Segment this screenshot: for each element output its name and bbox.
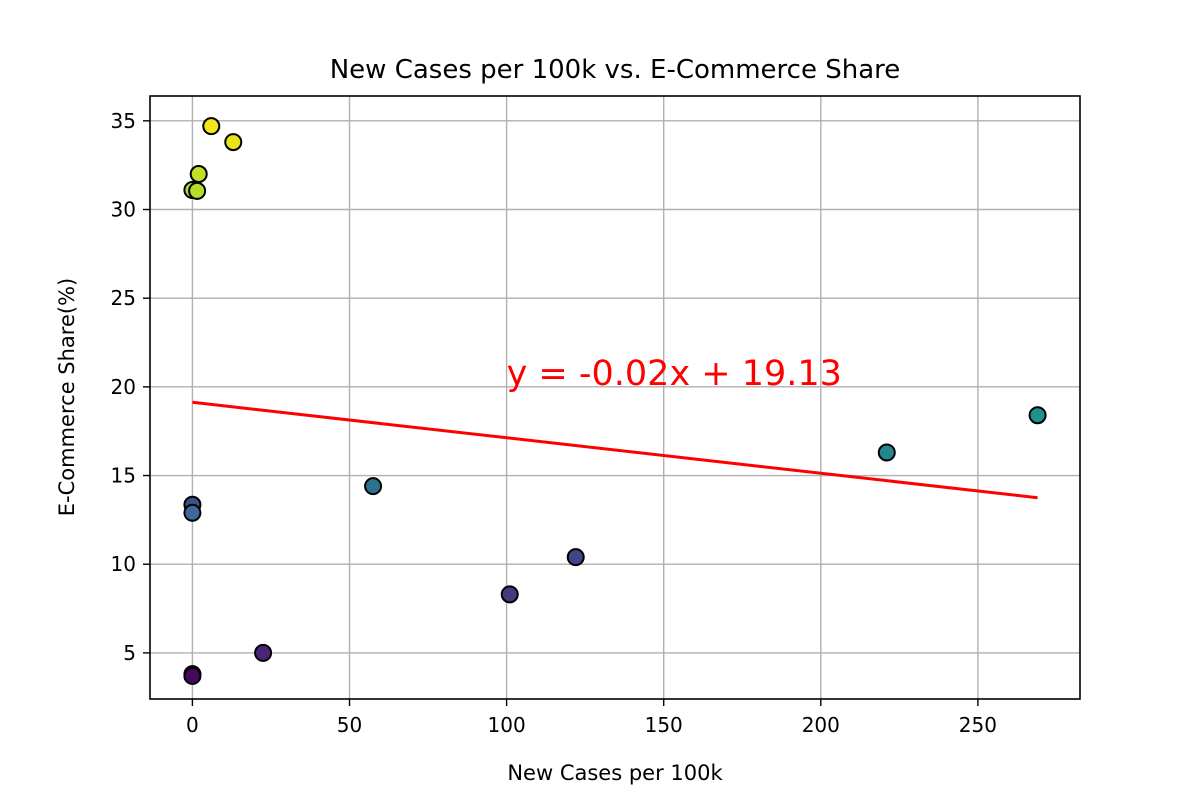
y-axis-title: E-Commerce Share(%) xyxy=(55,278,79,516)
y-tick-label: 5 xyxy=(123,641,136,665)
y-tick-label: 35 xyxy=(111,109,136,133)
x-axis-ticks: 0 50 100 150 200 250 xyxy=(186,699,997,737)
y-axis-ticks: 5 10 15 20 25 30 35 xyxy=(111,109,150,665)
x-tick-label: 250 xyxy=(959,713,997,737)
scatter-point xyxy=(1028,406,1047,425)
scatter-point xyxy=(183,503,202,522)
scatter-point xyxy=(500,585,519,604)
x-tick-label: 50 xyxy=(337,713,362,737)
scatter-point xyxy=(364,477,383,496)
scatter-point xyxy=(202,117,221,136)
x-tick-label: 150 xyxy=(645,713,683,737)
regression-line-layer xyxy=(192,400,1038,500)
x-tick-label: 100 xyxy=(488,713,526,737)
regression-line xyxy=(192,400,1038,500)
x-tick-label: 200 xyxy=(802,713,840,737)
y-tick-label: 15 xyxy=(111,464,136,488)
regression-equation-label: y = -0.02x + 19.13 xyxy=(507,354,842,394)
y-tick-label: 20 xyxy=(111,375,136,399)
scatter-point xyxy=(877,443,896,462)
chart-title: New Cases per 100k vs. E-Commerce Share xyxy=(330,55,901,85)
y-tick-label: 10 xyxy=(111,552,136,576)
y-tick-label: 25 xyxy=(111,286,136,310)
scatter-point xyxy=(188,181,207,200)
scatter-point xyxy=(189,165,208,184)
scatter-points xyxy=(183,117,1047,685)
grid-lines xyxy=(150,96,1080,699)
scatter-point xyxy=(224,133,243,152)
plot-area-frame xyxy=(149,95,1081,700)
scatter-point xyxy=(254,643,273,662)
x-axis-title: New Cases per 100k xyxy=(507,761,723,785)
scatter-point xyxy=(183,666,202,685)
x-tick-label: 0 xyxy=(186,713,199,737)
y-tick-label: 30 xyxy=(111,198,136,222)
scatter-point xyxy=(566,548,585,567)
